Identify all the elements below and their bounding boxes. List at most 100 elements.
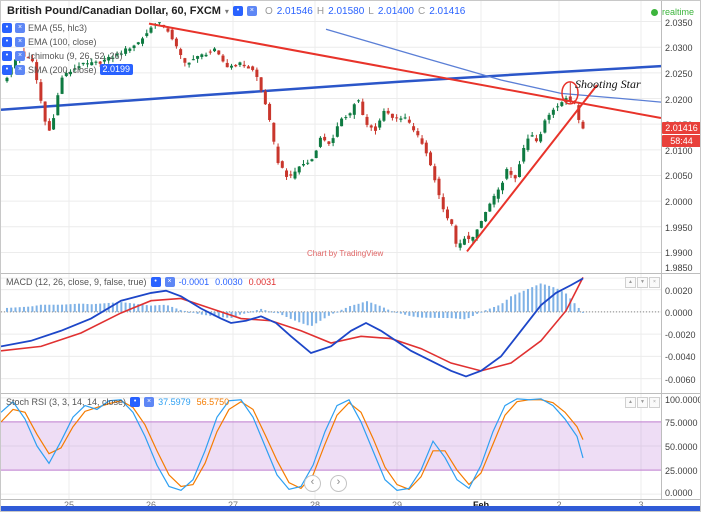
macd-histogram-bar bbox=[514, 294, 517, 312]
macd-histogram-bar bbox=[569, 298, 572, 312]
scroll-right-button[interactable]: › bbox=[330, 475, 347, 492]
macd-histogram-bar bbox=[27, 306, 30, 312]
price-tick-label: 2.0200 bbox=[665, 94, 693, 105]
indicator-visibility-button[interactable]: • bbox=[2, 50, 12, 61]
panel-maximize-button[interactable]: ▼ bbox=[637, 277, 648, 288]
time-axis[interactable]: 25 26 27 28 29 Feb 2 3 bbox=[1, 500, 661, 510]
panel-collapse-button[interactable]: ▲ bbox=[625, 397, 636, 408]
candle-body bbox=[433, 166, 437, 181]
close-label: C bbox=[417, 5, 426, 17]
candle-body bbox=[530, 135, 534, 137]
macd-remove-button[interactable]: × bbox=[164, 277, 175, 287]
panel-separator-macd[interactable] bbox=[1, 273, 700, 274]
macd-histogram-bar bbox=[200, 311, 203, 315]
macd-line bbox=[1, 277, 584, 378]
indicator-label: Ichimoku (9, 26, 52, 26) bbox=[28, 50, 123, 61]
candle-body bbox=[488, 203, 492, 212]
macd-histogram-bar bbox=[366, 301, 368, 312]
candle-body bbox=[501, 182, 505, 191]
candle-body bbox=[141, 38, 145, 44]
stoch-tick-label: 25.0000 bbox=[665, 466, 698, 477]
macd-histogram-bar bbox=[387, 309, 390, 312]
candle-body bbox=[522, 148, 526, 162]
candle-body bbox=[251, 66, 255, 70]
indicator-visibility-button[interactable]: • bbox=[2, 36, 12, 47]
candle-body bbox=[77, 66, 81, 69]
candle-body bbox=[259, 77, 263, 91]
candle-body bbox=[225, 62, 229, 68]
uptrend-line[interactable] bbox=[466, 84, 598, 253]
chevron-down-icon[interactable]: ▾ bbox=[224, 6, 229, 16]
indicator-visibility-button[interactable]: • bbox=[2, 64, 12, 75]
macd-histogram-bar bbox=[463, 311, 466, 320]
close-value: 2.01416 bbox=[429, 5, 466, 17]
macd-histogram-bar bbox=[438, 311, 440, 318]
candle-body bbox=[390, 113, 394, 118]
candle-body bbox=[69, 71, 73, 75]
open-label: O bbox=[264, 5, 273, 17]
candle-body bbox=[403, 117, 407, 119]
downtrend-line[interactable] bbox=[148, 22, 662, 119]
candle-body bbox=[454, 225, 458, 244]
macd-histogram-bar bbox=[552, 287, 555, 312]
sma-200-line bbox=[1, 64, 662, 112]
indicator-value: 37.5979 bbox=[158, 397, 191, 407]
candle-body bbox=[441, 197, 445, 210]
macd-histogram-bar bbox=[82, 303, 85, 312]
candle-body bbox=[331, 138, 335, 143]
macd-histogram-bar bbox=[268, 311, 271, 313]
shooting-star-circle[interactable] bbox=[561, 81, 579, 105]
macd-histogram-bar bbox=[39, 304, 42, 312]
candle-body bbox=[200, 54, 204, 57]
symbol-settings-button[interactable]: • bbox=[232, 6, 243, 16]
candle-body bbox=[450, 219, 454, 224]
indicator-remove-button[interactable]: × bbox=[15, 36, 25, 47]
chart-canvas[interactable] bbox=[1, 1, 701, 499]
indicator-row: • × EMA (100, close) bbox=[2, 36, 133, 47]
stoch-title: Stoch RSI (3, 3, 14, 14, close) bbox=[6, 397, 127, 407]
macd-histogram-bar bbox=[188, 311, 191, 313]
macd-settings-button[interactable]: • bbox=[150, 277, 161, 287]
indicator-value: 0.0030 bbox=[215, 277, 243, 287]
symbol-close-button[interactable]: × bbox=[246, 6, 257, 16]
candle-body bbox=[26, 57, 30, 59]
macd-values: -0.0001 0.0030 0.0031 bbox=[179, 277, 277, 287]
indicator-remove-button[interactable]: × bbox=[15, 50, 25, 61]
panel-close-button[interactable]: × bbox=[649, 397, 660, 408]
panel-maximize-button[interactable]: ▼ bbox=[637, 397, 648, 408]
scroll-left-button[interactable]: ‹ bbox=[304, 475, 321, 492]
candle-body bbox=[157, 22, 161, 24]
indicator-remove-button[interactable]: × bbox=[15, 64, 25, 75]
price-axis[interactable]: 2.01416 58:44 2.0350 2.0300 2.0250 2.0200 2.… bbox=[662, 1, 700, 499]
candle-body bbox=[124, 48, 128, 54]
macd-histogram-bar bbox=[573, 303, 576, 312]
candle-body bbox=[217, 50, 221, 55]
macd-histogram-bar bbox=[395, 311, 398, 313]
candle-body bbox=[560, 102, 564, 106]
stoch-remove-button[interactable]: × bbox=[144, 397, 155, 407]
indicator-remove-button[interactable]: × bbox=[15, 22, 25, 33]
candle-body bbox=[272, 122, 276, 142]
candle-body bbox=[128, 48, 132, 51]
macd-histogram-bar bbox=[260, 308, 263, 312]
indicator-visibility-button[interactable]: • bbox=[2, 22, 12, 33]
macd-histogram-bar bbox=[247, 311, 250, 313]
shooting-star-annotation[interactable]: Shooting Star bbox=[575, 77, 641, 91]
time-axis-label: 28 bbox=[309, 500, 321, 510]
panel-collapse-button[interactable]: ▲ bbox=[625, 277, 636, 288]
macd-histogram-bar bbox=[120, 302, 123, 312]
candle-body bbox=[276, 146, 280, 163]
macd-histogram-bar bbox=[408, 311, 411, 316]
symbol-title[interactable]: British Pound/Canadian Dollar, 60, FXCM bbox=[7, 5, 221, 17]
macd-histogram-bar bbox=[336, 311, 339, 313]
candle-body bbox=[255, 69, 259, 77]
indicator-row: • × SMA (200, close) 2.0199 bbox=[2, 64, 134, 75]
candle-body bbox=[335, 126, 339, 137]
macd-histogram-bar bbox=[565, 293, 568, 312]
panel-separator-stoch[interactable] bbox=[1, 393, 700, 394]
stoch-settings-button[interactable]: • bbox=[130, 397, 141, 407]
indicator-row: • × Ichimoku (9, 26, 52, 26) bbox=[2, 50, 133, 61]
candle-body bbox=[115, 53, 119, 56]
candle-body bbox=[424, 142, 428, 154]
panel-close-button[interactable]: × bbox=[649, 277, 660, 288]
